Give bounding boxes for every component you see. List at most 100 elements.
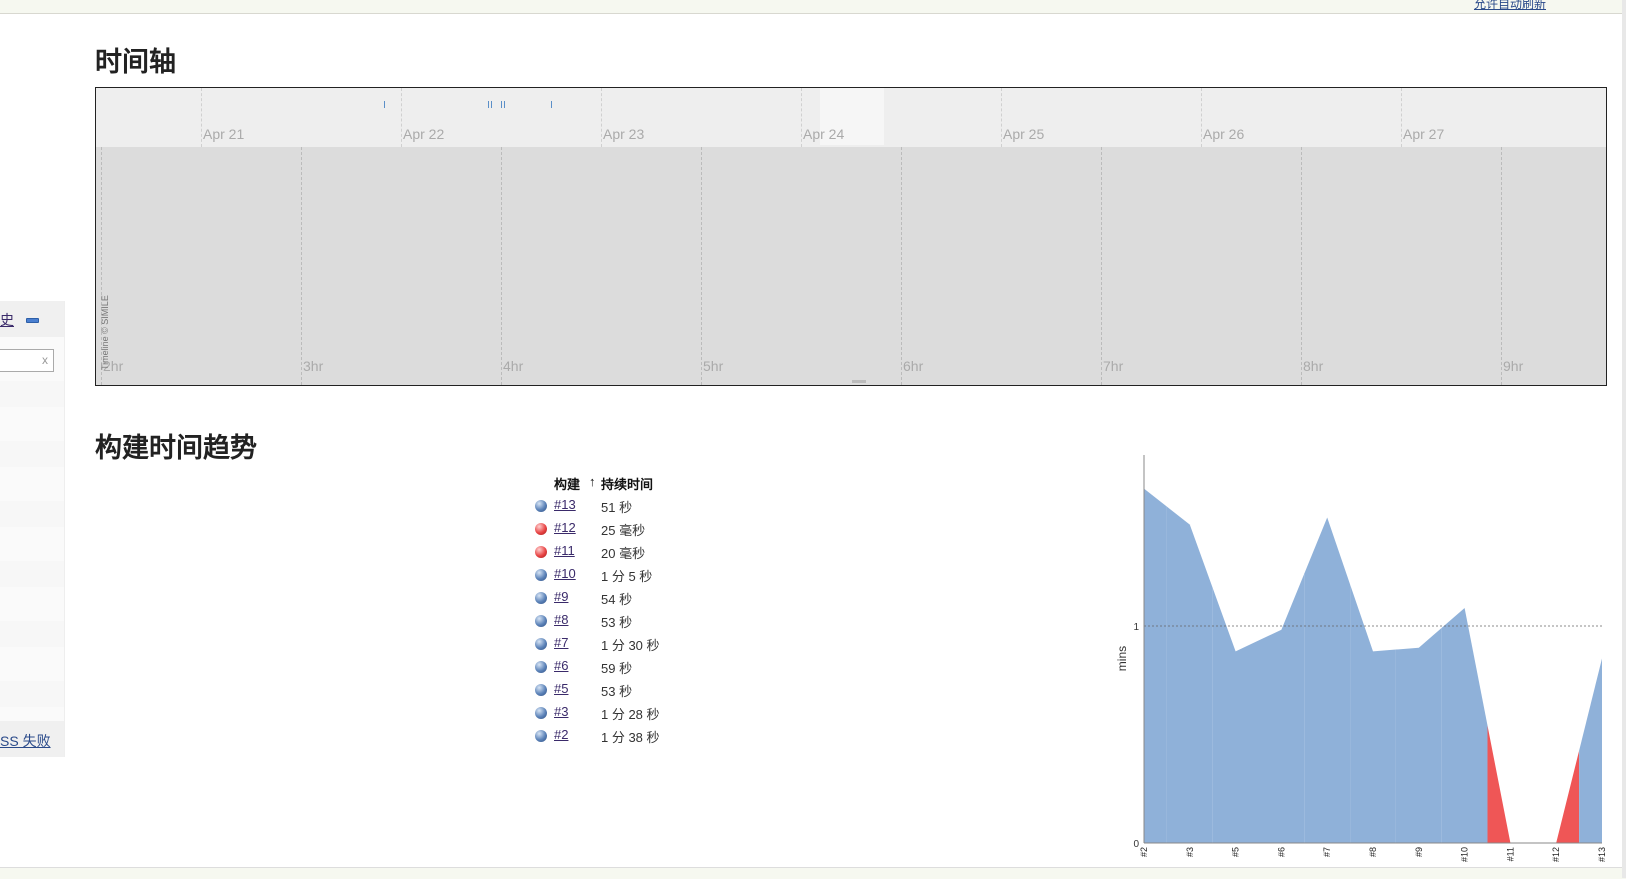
area-segment — [1144, 488, 1167, 843]
build-duration: 53 秒 — [601, 615, 633, 630]
hour-label: 3hr — [303, 358, 324, 374]
area-segment — [1487, 725, 1534, 843]
column-duration[interactable]: 持续时间 — [601, 477, 654, 492]
area-segment — [1533, 750, 1580, 843]
build-duration: 54 秒 — [601, 592, 633, 607]
hour-gridline — [101, 147, 102, 385]
hour-label: 9hr — [1503, 358, 1524, 374]
build-duration: 1 分 38 秒 — [601, 730, 660, 745]
x-tick-label: #10 — [1460, 847, 1470, 862]
date-label: Apr 27 — [1403, 126, 1445, 142]
x-tick-label: #5 — [1231, 847, 1241, 857]
sidebar-title[interactable]: 历史 — [0, 312, 14, 328]
hour-label: 5hr — [703, 358, 724, 374]
success-status-icon — [535, 730, 547, 742]
build-history-sidebar: 历史 x SS 失败 — [0, 301, 65, 757]
y-axis-label: mins — [1115, 646, 1129, 671]
y-tick-label: 0 — [1133, 839, 1139, 850]
sort-arrow-icon[interactable]: ↑ — [589, 474, 596, 489]
list-item[interactable] — [0, 381, 64, 407]
date-gridline — [601, 88, 602, 147]
timeline-credit: Timeline © SIMILE — [100, 295, 110, 370]
success-status-icon — [535, 684, 547, 696]
clear-filter-icon[interactable]: x — [42, 353, 48, 367]
build-duration: 20 毫秒 — [601, 546, 646, 561]
list-item[interactable] — [0, 501, 64, 527]
build-link[interactable]: #12 — [554, 520, 576, 535]
build-link[interactable]: #13 — [554, 497, 576, 512]
list-item[interactable] — [0, 441, 64, 467]
list-item[interactable] — [0, 681, 64, 707]
build-link[interactable]: #7 — [554, 635, 569, 650]
area-segment — [1212, 588, 1259, 843]
date-gridline — [1201, 88, 1202, 147]
column-build[interactable]: 构建 — [554, 477, 581, 492]
date-label: Apr 23 — [603, 126, 645, 142]
timeline-hour-band[interactable] — [96, 147, 1606, 385]
filter-input[interactable]: x — [0, 349, 54, 372]
hour-label: 4hr — [503, 358, 524, 374]
top-bar: 允许自动刷新 — [0, 0, 1626, 14]
x-tick-label: #7 — [1322, 847, 1332, 857]
x-tick-label: #6 — [1276, 847, 1286, 857]
date-gridline — [1401, 88, 1402, 147]
success-status-icon — [535, 569, 547, 581]
build-duration: 51 秒 — [601, 500, 633, 515]
date-gridline — [401, 88, 402, 147]
x-tick-label: #11 — [1505, 847, 1515, 861]
x-tick-label: #8 — [1368, 847, 1378, 857]
build-event-marker[interactable] — [384, 101, 385, 108]
date-label: Apr 24 — [803, 126, 845, 142]
build-duration: 53 秒 — [601, 684, 633, 699]
success-status-icon — [535, 707, 547, 719]
build-duration: 1 分 5 秒 — [601, 569, 653, 584]
hour-label: 6hr — [903, 358, 924, 374]
list-item[interactable] — [0, 561, 64, 587]
build-event-marker[interactable] — [488, 101, 489, 108]
sidebar-footer — [0, 721, 64, 757]
area-segment — [1350, 584, 1396, 843]
minus-icon[interactable] — [26, 318, 39, 323]
area-segment — [1579, 658, 1602, 843]
build-link[interactable]: #8 — [554, 612, 569, 627]
rss-failure-link[interactable]: SS 失败 — [0, 733, 51, 749]
timeline-highlight — [820, 88, 884, 145]
success-status-icon — [535, 500, 547, 512]
x-tick-label: #9 — [1414, 847, 1424, 857]
success-status-icon — [535, 638, 547, 650]
timeline-widget[interactable]: Apr 21 Apr 22 Apr 23 Apr 24 Apr 25 Apr 26 Apr … — [95, 87, 1607, 386]
hour-gridline — [1501, 147, 1502, 385]
build-link[interactable]: #3 — [554, 704, 569, 719]
build-event-marker[interactable] — [504, 101, 505, 108]
build-event-marker[interactable] — [491, 101, 492, 108]
success-status-icon — [535, 592, 547, 604]
hour-gridline — [301, 147, 302, 385]
date-gridline — [201, 88, 202, 147]
hour-label: 7hr — [1103, 358, 1124, 374]
date-label: Apr 25 — [1003, 126, 1045, 142]
hour-label: 2hr — [103, 358, 124, 374]
build-link[interactable]: #9 — [554, 589, 569, 604]
area-segment — [1304, 517, 1351, 843]
y-tick-label: 1 — [1133, 622, 1139, 633]
build-link[interactable]: #6 — [554, 658, 569, 673]
build-trend-chart: 0 1 mins #2 #3 #5 #6 #7 #8 #9 #10 #11 #12 #13 — [1115, 455, 1607, 862]
x-tick-label: #13 — [1597, 847, 1607, 862]
build-event-marker[interactable] — [501, 101, 502, 108]
build-link[interactable]: #5 — [554, 681, 569, 696]
area-segment — [1441, 607, 1488, 843]
list-item[interactable] — [0, 621, 64, 647]
auto-refresh-link[interactable]: 允许自动刷新 — [1473, 0, 1546, 11]
timeline-resize-handle[interactable] — [852, 380, 866, 383]
build-link[interactable]: #2 — [554, 727, 569, 742]
vertical-scrollbar[interactable] — [1622, 0, 1626, 878]
build-duration: 1 分 30 秒 — [601, 638, 660, 653]
build-event-marker[interactable] — [551, 101, 552, 108]
build-link[interactable]: #10 — [554, 566, 576, 581]
timeline-title: 时间轴 — [95, 47, 176, 77]
x-tick-label: #12 — [1551, 847, 1561, 862]
area-segment — [1395, 627, 1442, 843]
hour-gridline — [1101, 147, 1102, 385]
area-segment — [1258, 573, 1305, 843]
build-link[interactable]: #11 — [554, 543, 575, 558]
